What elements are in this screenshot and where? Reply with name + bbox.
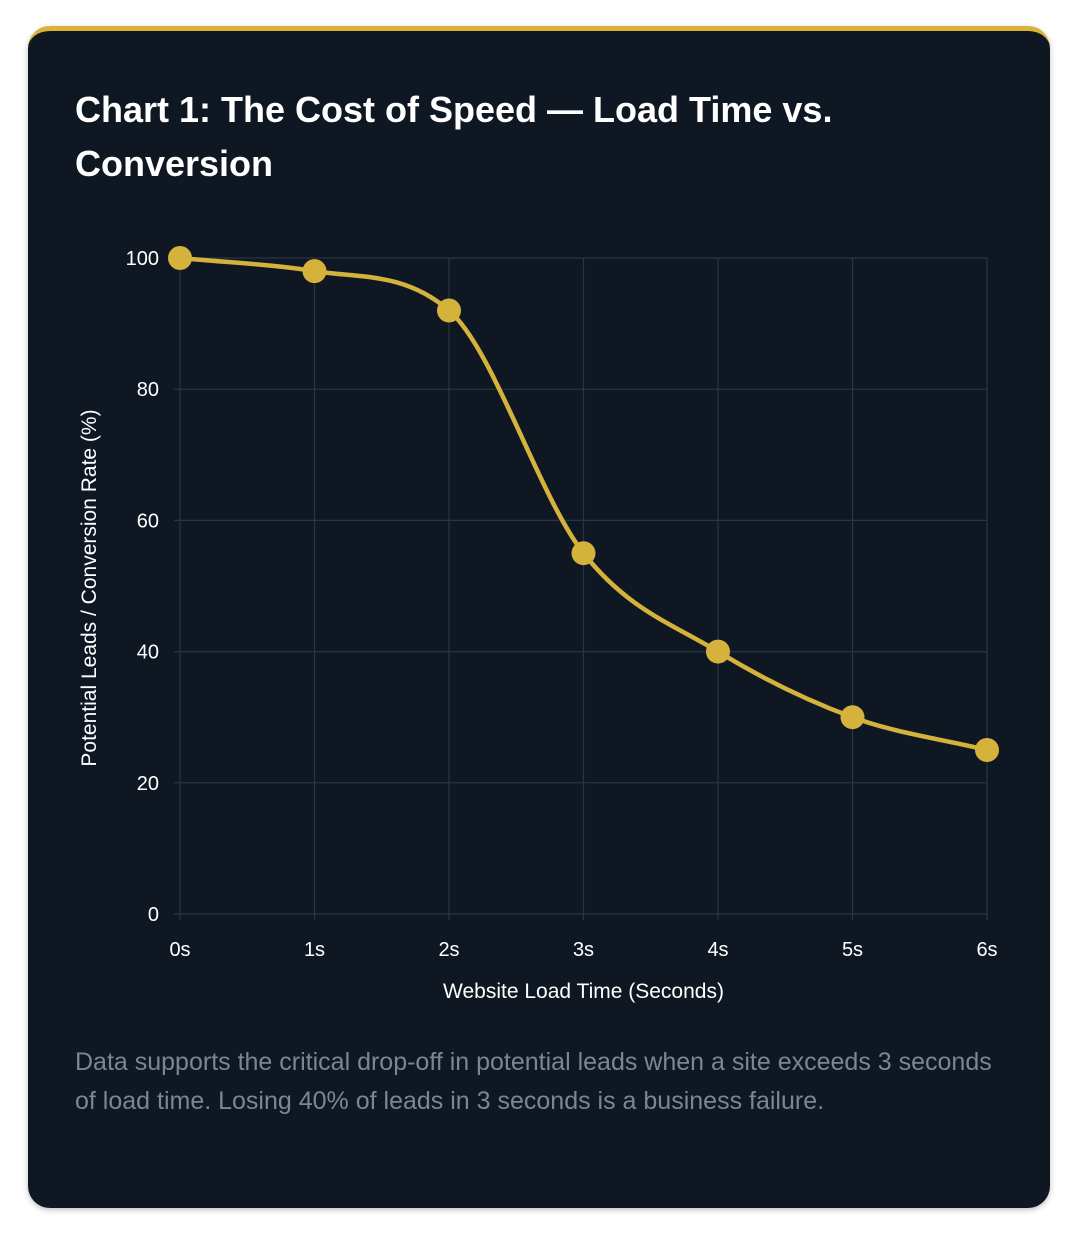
data-point[interactable] [975, 738, 999, 762]
y-tick-label: 100 [126, 248, 159, 270]
data-point[interactable] [437, 298, 461, 323]
chart-title: Chart 1: The Cost of Speed — Load Time v… [75, 89, 833, 184]
y-tick-label: 20 [137, 773, 159, 795]
chart-card: Chart 1: The Cost of Speed — Load Time v… [28, 26, 1050, 1208]
x-tick-label: 5s [842, 939, 863, 961]
x-tick-label: 4s [707, 939, 728, 961]
line-chart: 0s 1s 2s 3s 4s 5s 6s 0 20 40 60 80 100 Website Load … [78, 246, 999, 1003]
data-point[interactable] [571, 541, 596, 566]
y-axis-title: Potential Leads / Conversion Rate (%) [78, 409, 101, 766]
data-point[interactable] [168, 246, 192, 270]
data-point[interactable] [840, 705, 865, 730]
grid [174, 257, 988, 920]
x-tick-label: 0s [169, 939, 190, 961]
x-tick-label: 1s [304, 939, 325, 961]
data-point[interactable] [706, 639, 730, 664]
x-tick-label: 2s [438, 939, 459, 961]
y-tick-label: 0 [148, 904, 159, 926]
y-tick-label: 40 [137, 642, 159, 664]
x-axis-title: Website Load Time (Seconds) [443, 980, 724, 1003]
x-tick-label: 3s [573, 939, 594, 961]
y-tick-label: 60 [137, 510, 159, 532]
x-tick-label: 6s [976, 939, 997, 961]
axes: 0s 1s 2s 3s 4s 5s 6s 0 20 40 60 80 100 [126, 248, 998, 961]
y-tick-label: 80 [137, 379, 159, 401]
data-point[interactable] [302, 259, 327, 284]
chart-caption: Data supports the critical drop-off in p… [75, 1048, 992, 1115]
points-layer [168, 246, 999, 762]
